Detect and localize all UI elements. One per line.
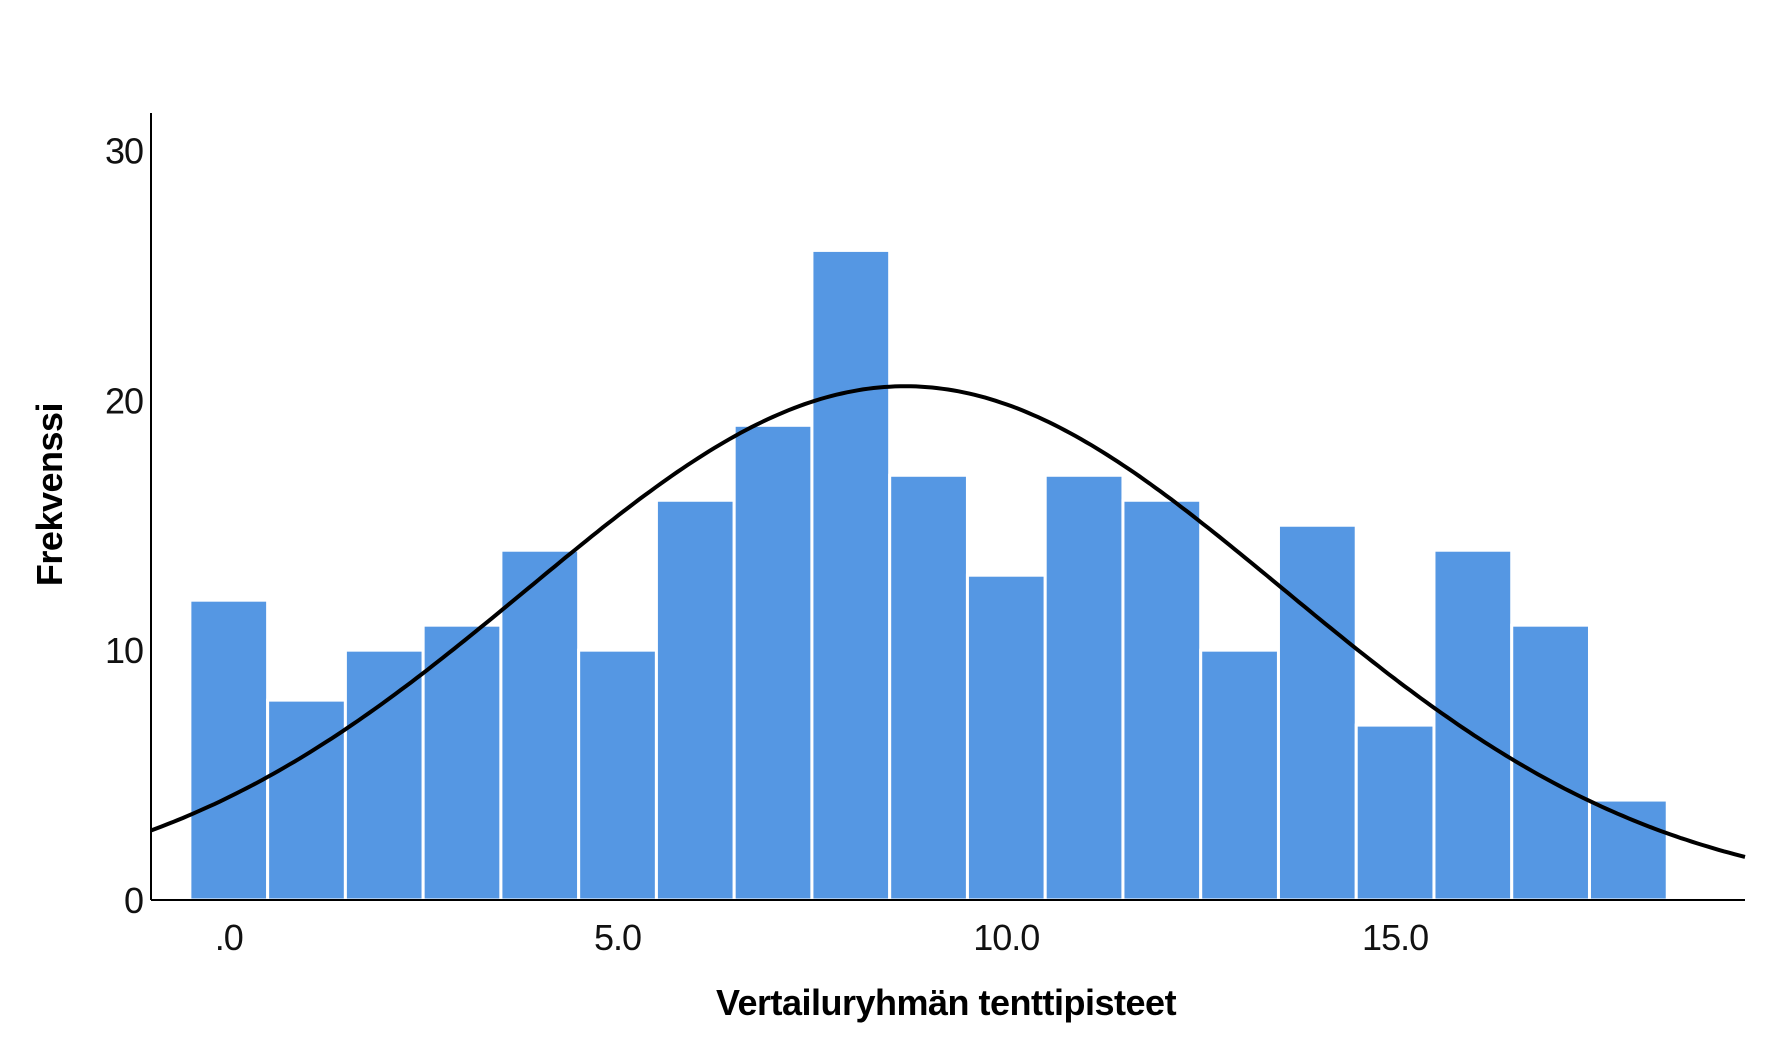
- y-tick-label: 10: [105, 630, 143, 671]
- y-tick-label: 0: [124, 880, 143, 921]
- histogram-bar: [1199, 648, 1280, 902]
- histogram-bar: [654, 498, 736, 902]
- histogram-bar: [1587, 798, 1669, 902]
- axes-layer: [150, 113, 1745, 901]
- histogram-bar: [732, 423, 814, 902]
- histogram-bar: [1510, 623, 1591, 902]
- histogram-bar: [1432, 548, 1514, 902]
- histogram-bar: [577, 648, 658, 902]
- bars-layer: [188, 248, 1669, 902]
- histogram-bar: [810, 248, 892, 902]
- x-tick-label: 10.0: [973, 917, 1039, 958]
- histogram-bar: [1276, 523, 1358, 902]
- histogram-bar: [965, 573, 1047, 902]
- histogram-bar: [266, 698, 347, 902]
- ticks-layer: .0 5.0 10.0 15.0 0 10 20 30: [105, 130, 1429, 958]
- histogram-bar: [1043, 473, 1125, 902]
- x-tick-label: 5.0: [594, 917, 641, 958]
- histogram-bar: [1121, 498, 1203, 902]
- y-tick-label: 20: [105, 380, 143, 421]
- y-tick-label: 30: [105, 130, 143, 171]
- x-tick-label: .0: [215, 917, 243, 958]
- histogram-bar: [888, 473, 969, 902]
- normal-curve: [150, 384, 1746, 859]
- histogram-bar: [499, 548, 581, 902]
- histogram-bar: [421, 623, 503, 902]
- histogram-bar: [1354, 723, 1436, 902]
- x-tick-label: 15.0: [1362, 917, 1428, 958]
- x-axis-title: Vertailuryhmän tenttipisteet: [716, 982, 1177, 1023]
- histogram-bar: [343, 648, 425, 902]
- y-axis-title: Frekvenssi: [29, 403, 70, 586]
- histogram-bar: [188, 598, 270, 902]
